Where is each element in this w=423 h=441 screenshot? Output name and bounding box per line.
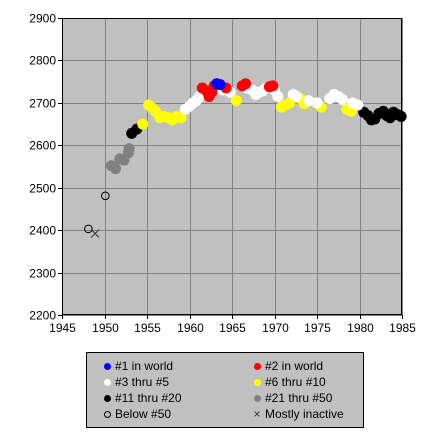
legend-marker — [251, 376, 263, 388]
plot-frame — [62, 18, 402, 315]
y-tick-label: 2400 — [29, 224, 56, 238]
data-point — [352, 99, 364, 111]
y-tick-label: 2900 — [29, 12, 56, 26]
legend: #1 in world #2 in world #3 thru #5 #6 thru … — [86, 352, 364, 428]
legend-label: #3 thru #5 — [115, 375, 170, 389]
data-point — [291, 90, 303, 102]
data-point — [240, 78, 252, 90]
legend-item: #11 thru #20 — [101, 390, 251, 406]
legend-item: #21 thru #50 — [251, 390, 361, 406]
legend-marker — [251, 360, 263, 372]
legend-label: #21 thru #50 — [265, 391, 333, 405]
y-tick-label: 2700 — [29, 97, 56, 111]
data-point — [101, 191, 110, 201]
y-tick-label: 2500 — [29, 182, 56, 196]
legend-item: #2 in world — [251, 358, 361, 374]
data-point — [395, 110, 407, 122]
legend-marker: × — [253, 407, 261, 421]
legend-item: × Mostly inactive — [251, 406, 361, 422]
data-point — [123, 143, 135, 155]
x-tick-label: 1955 — [134, 321, 161, 335]
legend-label: #1 in world — [115, 359, 174, 373]
x-tick-label: 1985 — [389, 321, 416, 335]
legend-marker — [101, 392, 113, 404]
x-tick-label: 1965 — [219, 321, 246, 335]
legend-label: Mostly inactive — [265, 407, 344, 421]
x-tick-label: 1960 — [177, 321, 204, 335]
legend-item: #3 thru #5 — [101, 374, 251, 390]
axis-ticks: 1945 1950 1955 1960 1965 1970 1975 1980 1985 2200… — [29, 12, 416, 336]
legend-label: #6 thru #10 — [265, 375, 326, 389]
x-tick-label: 1970 — [262, 321, 289, 335]
legend-item: #6 thru #10 — [251, 374, 361, 390]
data-point — [267, 80, 279, 92]
legend-marker — [101, 360, 113, 372]
y-tick-label: 2200 — [29, 309, 56, 323]
data-point — [137, 118, 149, 130]
legend-label: #11 thru #20 — [115, 391, 182, 405]
data-point — [175, 112, 187, 124]
data-point — [110, 163, 122, 175]
data-points — [84, 78, 407, 238]
x-tick-label: 1950 — [92, 321, 119, 335]
y-tick-label: 2300 — [29, 267, 56, 281]
legend-label: Below #50 — [115, 407, 172, 421]
chart-svg: 1945 1950 1955 1960 1965 1970 1975 1980 1985 2200… — [29, 12, 416, 336]
data-point — [337, 93, 348, 105]
data-point — [84, 224, 93, 234]
legend-marker — [101, 408, 113, 420]
x-tick-label: 1945 — [49, 321, 76, 335]
legend-item: #1 in world — [101, 358, 251, 374]
legend-item: Below #50 — [101, 406, 251, 422]
data-point — [272, 90, 284, 102]
x-tick-label: 1975 — [304, 321, 331, 335]
x-tick-label: 1980 — [347, 321, 374, 335]
legend-marker — [101, 376, 113, 388]
data-point — [214, 79, 226, 91]
data-point — [311, 97, 323, 109]
data-point — [90, 229, 100, 238]
legend-marker — [251, 392, 263, 404]
y-tick-label: 2600 — [29, 139, 56, 153]
y-tick-label: 2800 — [29, 54, 56, 68]
data-point — [230, 95, 242, 107]
legend-label: #2 in world — [265, 359, 324, 373]
data-point — [303, 95, 314, 107]
